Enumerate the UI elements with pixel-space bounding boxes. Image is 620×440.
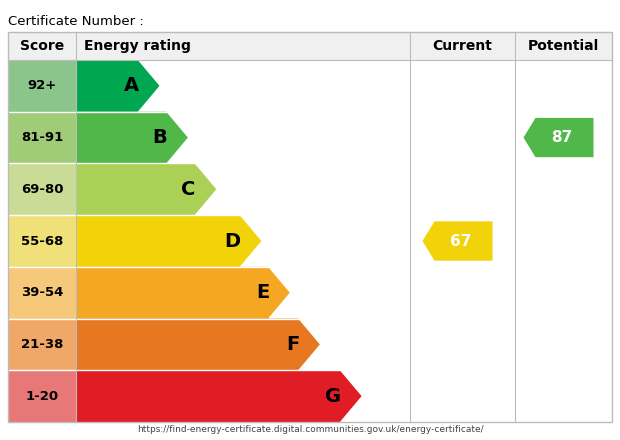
Polygon shape bbox=[76, 215, 262, 267]
Text: E: E bbox=[256, 283, 269, 302]
Polygon shape bbox=[76, 319, 320, 370]
Bar bbox=[8, 215, 76, 267]
Text: Score: Score bbox=[20, 39, 64, 53]
Polygon shape bbox=[76, 60, 159, 112]
Polygon shape bbox=[76, 112, 188, 163]
Bar bbox=[8, 60, 76, 112]
Bar bbox=[8, 112, 76, 163]
Bar bbox=[8, 32, 612, 422]
Text: 87: 87 bbox=[551, 130, 573, 145]
Text: Certificate Number :: Certificate Number : bbox=[8, 15, 144, 28]
Bar bbox=[8, 319, 76, 370]
Text: 39-54: 39-54 bbox=[21, 286, 63, 299]
Text: 21-38: 21-38 bbox=[21, 338, 63, 351]
Polygon shape bbox=[422, 221, 492, 260]
Bar bbox=[8, 267, 76, 319]
Text: A: A bbox=[124, 77, 139, 95]
Text: 1-20: 1-20 bbox=[25, 390, 58, 403]
Text: 81-91: 81-91 bbox=[21, 131, 63, 144]
Text: 69-80: 69-80 bbox=[20, 183, 63, 196]
Bar bbox=[8, 163, 76, 215]
Text: 55-68: 55-68 bbox=[21, 235, 63, 247]
Text: C: C bbox=[181, 180, 196, 199]
Polygon shape bbox=[76, 267, 290, 319]
Text: Energy rating: Energy rating bbox=[84, 39, 191, 53]
Text: B: B bbox=[153, 128, 167, 147]
Text: G: G bbox=[325, 387, 341, 406]
Text: Potential: Potential bbox=[528, 39, 599, 53]
Text: 92+: 92+ bbox=[27, 79, 56, 92]
Polygon shape bbox=[76, 370, 361, 422]
Text: https://find-energy-certificate.digital.communities.gov.uk/energy-certificate/: https://find-energy-certificate.digital.… bbox=[136, 425, 484, 434]
Text: Current: Current bbox=[433, 39, 492, 53]
Bar bbox=[8, 370, 76, 422]
Polygon shape bbox=[76, 163, 216, 215]
Polygon shape bbox=[523, 118, 593, 157]
Text: D: D bbox=[224, 231, 241, 250]
Bar bbox=[8, 32, 612, 60]
Text: F: F bbox=[286, 335, 299, 354]
Text: 67: 67 bbox=[450, 234, 472, 249]
